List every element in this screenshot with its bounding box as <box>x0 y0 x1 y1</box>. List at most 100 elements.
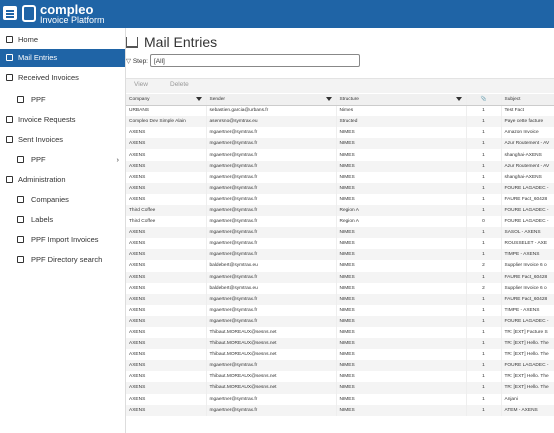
table-cell: AXENS <box>126 260 207 272</box>
table-cell: NIMES <box>336 138 467 150</box>
nav-item[interactable]: Mail Entries <box>0 49 125 67</box>
table-cell: TR: [EXT] Hello. The <box>501 382 554 394</box>
sidebar: Home Mail Entries Received Invoices PPF Invo… <box>0 28 126 433</box>
table-row[interactable]: AXENS Thibaut.MOREAUX@sesns.net NIMES 1 TR: … <box>126 338 554 350</box>
table-cell: mgaertner@symtrax.fr <box>206 149 337 161</box>
table-row[interactable]: AXENS mgaertner@symtrax.fr NIMES 1 FOURE LAG… <box>126 360 554 372</box>
column-header[interactable]: Structure <box>336 94 467 106</box>
table-row[interactable]: AXENS baldebert@symtrax.eu NIMES 2 Supplier … <box>126 282 554 294</box>
nav-icon <box>17 256 24 263</box>
table-cell: AXENS <box>126 182 207 194</box>
table-row[interactable]: AXENS mgaertner@symtrax.fr NIMES 1 shanghai-… <box>126 171 554 183</box>
table-row[interactable]: AXENS mgaertner@symtrax.fr NIMES 1 TIMPE - A… <box>126 249 554 261</box>
table-cell: AXENS <box>126 249 207 261</box>
table-row[interactable]: AXENS mgaertner@symtrax.fr NIMES 1 FOURE LAG… <box>126 315 554 327</box>
table-cell: AXENS <box>126 315 207 327</box>
table-cell: NIMES <box>336 249 467 261</box>
table-cell: NIMES <box>336 371 467 383</box>
table-row[interactable]: AXENS mgaertner@symtrax.fr NIMES 1 FAURE Fac… <box>126 293 554 305</box>
table-cell: TIMPE - AXENS <box>501 249 554 261</box>
table-cell: shanghai-AXENS <box>501 149 554 161</box>
table-cell: Anjani <box>501 393 554 405</box>
nav-arrow: › <box>116 155 120 164</box>
table-cell: 1 <box>466 304 502 316</box>
table-cell: FAURE Fact_60428 <box>501 293 554 305</box>
top-bar: compleo Invoice Platform <box>0 0 554 28</box>
table-row[interactable]: AXENS mgaertner@symtrax.fr NIMES 1 Azur Rout… <box>126 160 554 172</box>
nav-item[interactable]: PPF <box>0 91 125 109</box>
table-row[interactable]: AXENS mgaertner@symtrax.fr NIMES 1 SASOL - A… <box>126 227 554 239</box>
table-cell: 1 <box>466 116 502 128</box>
table-cell: 1 <box>466 371 502 383</box>
menu-button[interactable] <box>3 6 17 20</box>
table-row[interactable]: Compleo Dev Simple Alain asenrsno@symtrax… <box>126 116 554 128</box>
table-row[interactable]: AXENS mgaertner@symtrax.fr NIMES 1 FOURE LAG… <box>126 182 554 194</box>
table-cell: Third Coffee <box>126 204 207 217</box>
table-row[interactable]: AXENS mgaertner@symtrax.fr NIMES 1 FAURE Fac… <box>126 271 554 283</box>
table-cell: Thibaut.MOREAUX@sesns.net <box>206 371 337 383</box>
nav-item[interactable]: PPF Directory search <box>0 251 125 269</box>
nav-item[interactable]: Companies <box>0 191 125 209</box>
nav-item[interactable]: PPF › <box>0 151 125 169</box>
filter-input[interactable]: [All] <box>150 54 360 67</box>
table-row[interactable]: Third Coffee mgaertner@symtrax.fr Region A… <box>126 204 554 217</box>
table-cell: mgaertner@symtrax.fr <box>206 160 337 172</box>
nav-icon <box>6 36 13 43</box>
table-cell: AXENS <box>126 293 207 305</box>
table-cell: TR: [EXT] Facture S <box>501 326 554 339</box>
nav-label: PPF <box>31 95 46 104</box>
table-cell: NIMES <box>336 260 467 272</box>
table-cell: NIMES <box>336 382 467 394</box>
table-cell: AXENS <box>126 193 207 205</box>
table-row[interactable]: AXENS mgaertner@symtrax.fr NIMES 1 shanghai-… <box>126 149 554 161</box>
table-cell: 0 <box>466 216 502 228</box>
nav-item[interactable]: Invoice Requests <box>0 111 125 129</box>
view-button[interactable]: View <box>134 81 148 88</box>
table-cell: NIMES <box>336 171 467 183</box>
table-cell: 1 <box>466 160 502 172</box>
column-header[interactable]: Subject <box>501 94 554 106</box>
table-row[interactable]: AXENS mgaertner@symtrax.fr NIMES 1 Azur Rout… <box>126 138 554 150</box>
nav-item[interactable]: Sent Invoices <box>0 131 125 149</box>
table-row[interactable]: AXENS mgaertner@symtrax.fr NIMES 1 FAURE Fac… <box>126 193 554 205</box>
table-cell: 1 <box>466 271 502 283</box>
table-cell: AXENS <box>126 238 207 250</box>
table-row[interactable]: AXENS Thibaut.MOREAUX@sesns.net NIMES 1 TR: … <box>126 349 554 361</box>
nav-item[interactable]: PPF Import Invoices <box>0 231 125 249</box>
table-row[interactable]: AXENS mgaertner@symtrax.fr NIMES 1 ROUSSELET… <box>126 238 554 250</box>
logo-subtitle: Invoice Platform <box>40 15 105 25</box>
table-cell: NIMES <box>336 404 467 416</box>
table-cell: mgaertner@symtrax.fr <box>206 304 337 316</box>
table-cell: NIMES <box>336 338 467 350</box>
nav-item[interactable]: Home <box>0 31 125 49</box>
table-cell: 1 <box>466 293 502 305</box>
table-cell: Paye cette facture <box>501 116 554 128</box>
table-cell: Compleo Dev Simple Alain <box>126 116 207 128</box>
table-cell: ATEM - AXENS <box>501 404 554 416</box>
attachment-header[interactable]: 📎 <box>466 94 502 106</box>
nav-item[interactable]: Labels <box>0 211 125 229</box>
table-row[interactable]: AXENS mgaertner@symtrax.fr NIMES 1 Anjani <box>126 393 554 405</box>
table-cell: AXENS <box>126 393 207 405</box>
nav-item[interactable]: Received Invoices <box>0 69 125 87</box>
table-cell: mgaertner@symtrax.fr <box>206 171 337 183</box>
table-cell: 1 <box>466 127 502 139</box>
table-row[interactable]: AXENS mgaertner@symtrax.fr NIMES 1 Amazon In… <box>126 127 554 139</box>
table-row[interactable]: AXENS Thibaut.MOREAUX@sesns.net NIMES 1 TR: … <box>126 382 554 394</box>
delete-button[interactable]: Delete <box>170 81 189 88</box>
table-cell: AXENS <box>126 404 207 416</box>
table-row[interactable]: Third Coffee mgaertner@symtrax.fr Region A… <box>126 216 554 228</box>
table-row[interactable]: AXENS Thibaut.MOREAUX@sesns.net NIMES 1 TR: … <box>126 371 554 383</box>
table-row[interactable]: AXENS baldebert@symtrax.eu NIMES 2 Supplier … <box>126 260 554 272</box>
table-row[interactable]: AXENS Thibaut.MOREAUX@sesns.net NIMES 1 TR: … <box>126 326 554 339</box>
nav-item[interactable]: Administration <box>0 171 125 189</box>
table-row[interactable]: AXENS mgaertner@symtrax.fr NIMES 1 ATEM - AX… <box>126 404 554 416</box>
column-header[interactable]: Company <box>126 94 207 106</box>
nav-icon <box>6 74 13 81</box>
table-cell: AXENS <box>126 338 207 350</box>
table-cell: FAURE Fact_60428 <box>501 193 554 205</box>
column-header[interactable]: Sender <box>206 94 337 106</box>
table-row[interactable]: URBANS sebastien.garcia@urbans.fr Nimes 1 Te… <box>126 105 554 117</box>
table-row[interactable]: AXENS mgaertner@symtrax.fr NIMES 1 TIMPE - A… <box>126 304 554 316</box>
